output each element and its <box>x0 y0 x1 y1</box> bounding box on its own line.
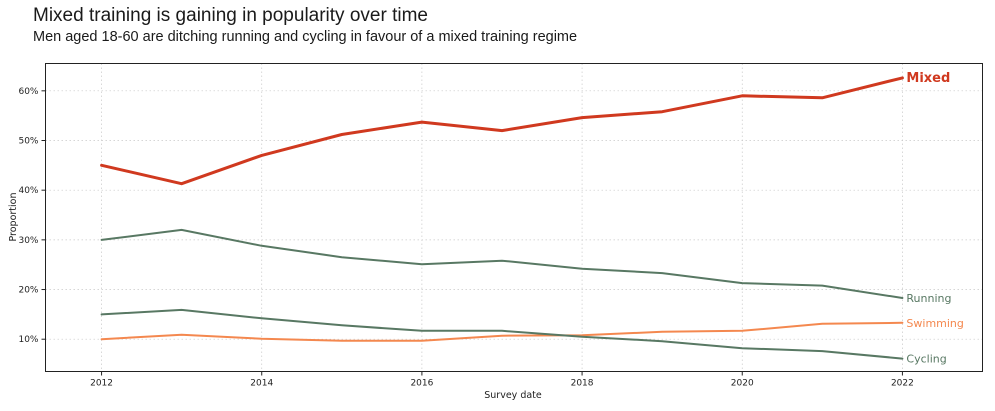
y-tick-label: 50% <box>18 137 38 147</box>
x-tick-label: 2020 <box>731 379 754 389</box>
y-tick-label: 20% <box>18 286 38 296</box>
chart-title: Mixed training is gaining in popularity … <box>33 5 428 26</box>
y-tick-label: 10% <box>18 335 38 345</box>
x-tick-label: 2018 <box>571 379 594 389</box>
x-tick-label: 2022 <box>891 379 914 389</box>
x-tick-label: 2014 <box>250 379 273 389</box>
series-line-mixed <box>100 76 904 186</box>
series-label-mixed: Mixed <box>906 71 950 86</box>
series-line-swimming <box>100 321 904 342</box>
plot-frame <box>45 63 983 372</box>
series-label-layer: Mixed Running Swimming Cycling <box>906 71 963 366</box>
x-axis-label: Survey date <box>484 390 542 401</box>
tick-layer: 2012 2014 2016 2018 2020 2022 10% 20% 30% 40% 50% 6… <box>18 87 913 389</box>
grid-layer <box>45 63 983 372</box>
y-tick-label: 40% <box>18 186 38 196</box>
series-label-cycling: Cycling <box>906 353 946 366</box>
x-tick-label: 2012 <box>90 379 113 389</box>
series-line-cycling <box>100 308 904 360</box>
y-axis-label: Proportion <box>8 192 19 241</box>
series-label-swimming: Swimming <box>906 317 963 330</box>
y-tick-label: 60% <box>18 87 38 97</box>
chart-subtitle: Men aged 18-60 are ditching running and … <box>33 29 578 45</box>
x-tick-label: 2016 <box>410 379 433 389</box>
series-layer <box>100 76 904 360</box>
series-line-running <box>100 228 904 299</box>
series-label-running: Running <box>906 292 951 305</box>
y-tick-label: 30% <box>18 236 38 246</box>
